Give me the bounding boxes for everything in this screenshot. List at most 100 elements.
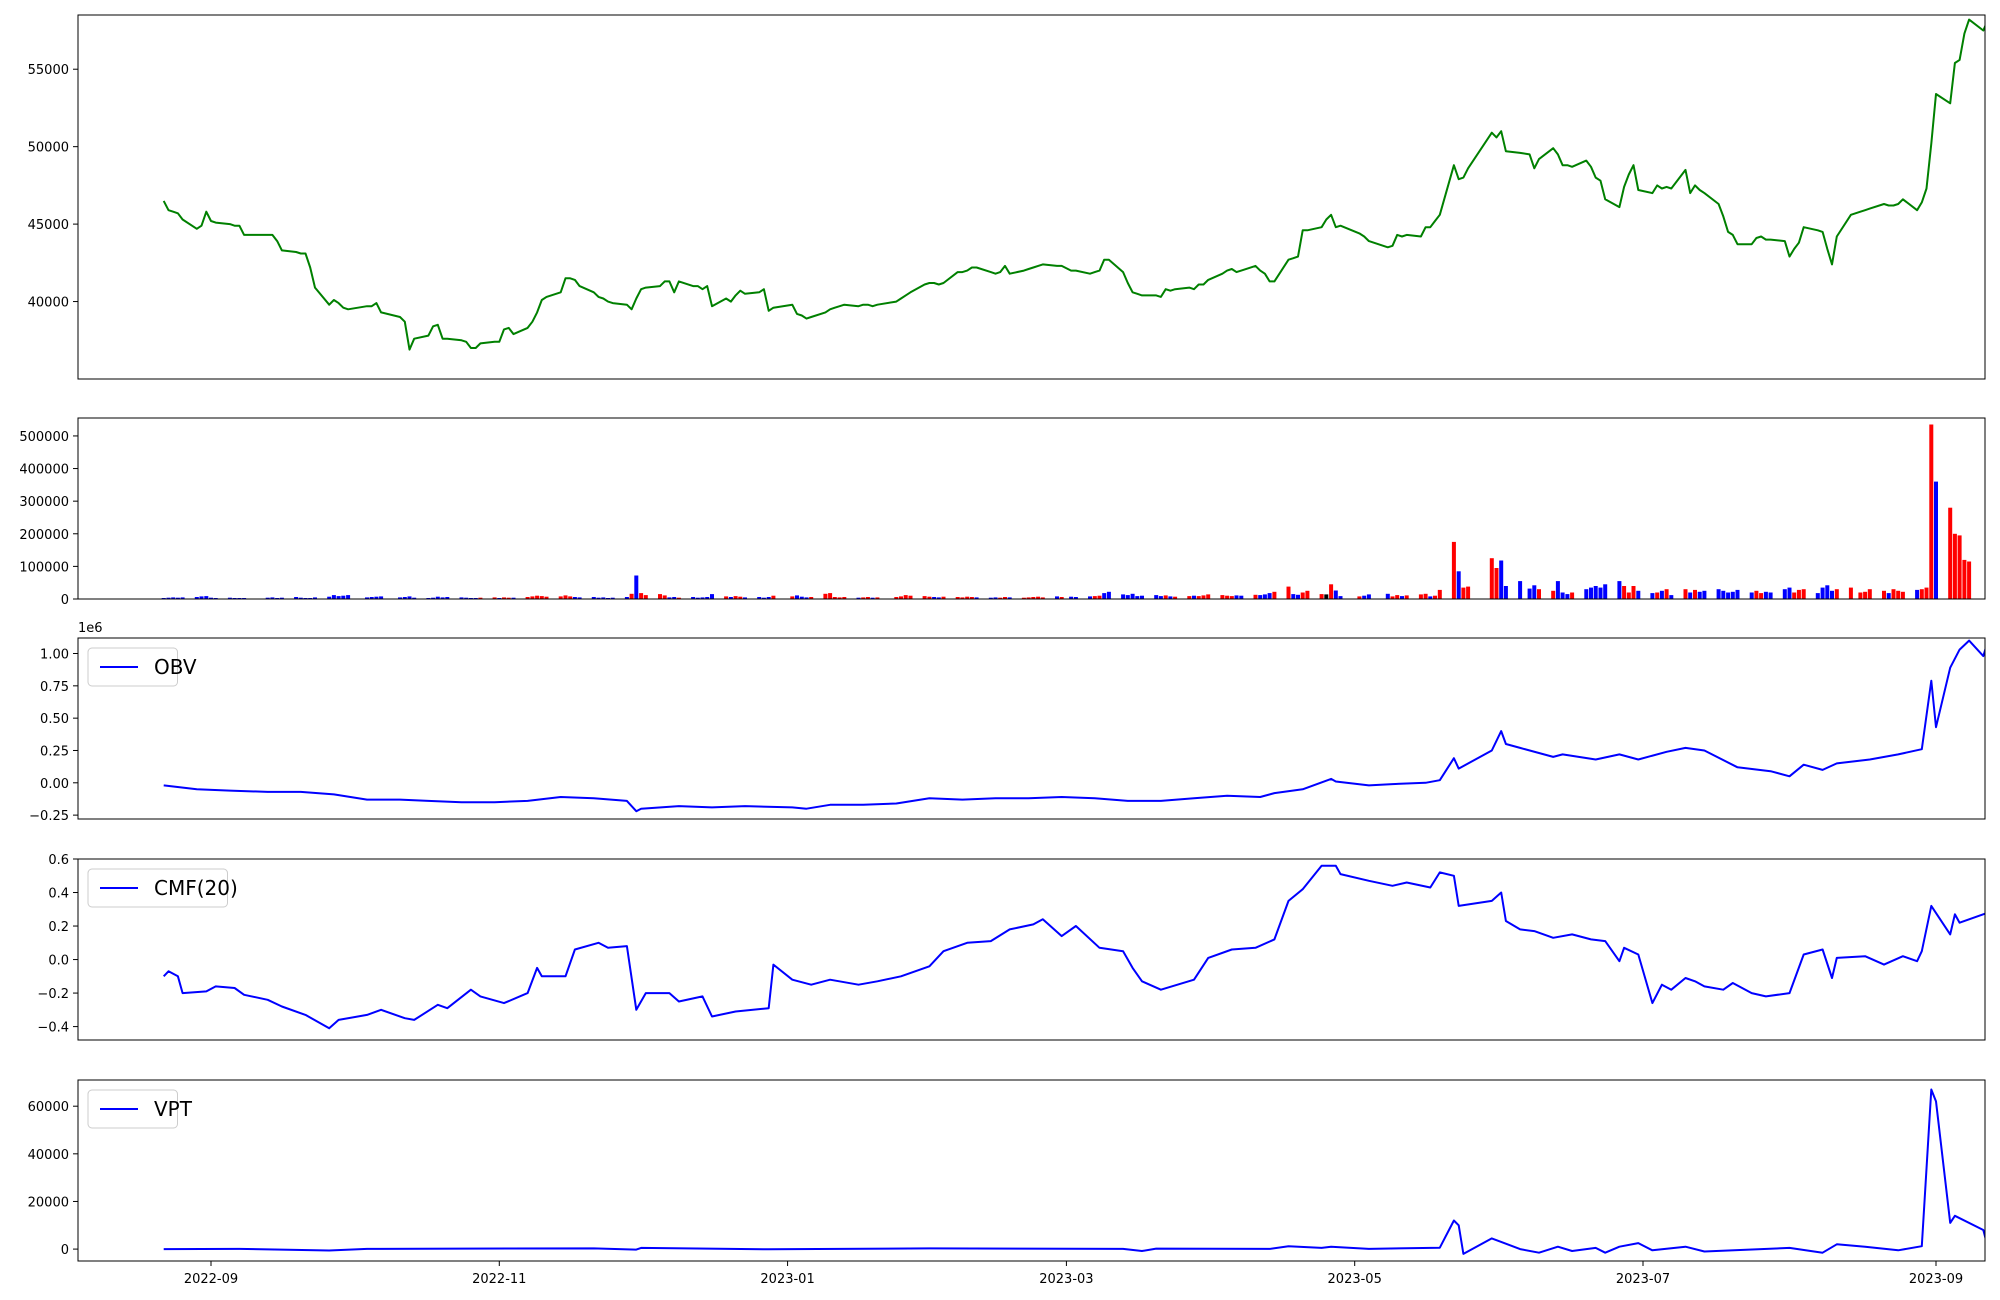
volume-bar [1163,595,1168,599]
vpt-x-tick-label: 2023-09 [1909,1272,1963,1287]
volume-bar [1537,589,1541,599]
volume-bar [1919,589,1924,599]
volume-bar [1858,592,1863,599]
volume-y-tick-label: 0 [61,593,69,608]
vpt-x-tick-label: 2023-07 [1616,1272,1670,1287]
volume-bar [1135,596,1140,599]
volume-bar [1891,589,1896,599]
volume-bar [1735,589,1740,599]
volume-bar [1059,597,1064,599]
volume-bar [1102,593,1107,599]
volume-bar [1726,592,1731,599]
volume-bar [591,597,596,599]
obv-data [163,639,1985,813]
obv-panel: −0.25 0.00 0.25 0.50 0.75 1.00 1e6 OBV [29,621,1986,824]
volume-bar [1395,595,1400,599]
volume-bar [634,575,639,599]
volume-bar [1801,589,1806,599]
volume-bar [194,597,199,599]
cmf-y-tick-label: 0.4 [48,887,69,902]
volume-bar [369,597,374,599]
volume-bar [1225,595,1230,599]
volume-bar [733,596,738,599]
volume-bar [577,597,582,599]
volume-bar [374,596,379,599]
volume-bar [771,595,776,599]
volume-bar [761,597,766,599]
volume-bar [1073,597,1078,599]
volume-bar [1088,596,1092,599]
vpt-x-tick-label: 2023-05 [1328,1272,1382,1287]
vpt-data [163,1088,1985,1255]
volume-bar [795,595,799,599]
volume-bar [610,597,615,599]
volume-bar [903,595,908,599]
volume-bar [757,597,762,599]
price-data [162,18,1985,351]
volume-y-tick-label: 500000 [19,430,69,445]
volume-bar [1007,597,1012,599]
volume-bar [175,597,180,599]
volume-bar [1693,589,1697,599]
volume-bar [1763,591,1768,599]
volume-bar [1626,592,1631,599]
volume-bar [823,593,828,599]
volume-bar [1187,596,1192,599]
volume-bar [1683,589,1688,599]
volume-bar [502,597,506,599]
volume-bar [837,597,842,599]
volume-bar [1234,595,1239,599]
volume-bar [643,595,648,599]
volume-bar [922,596,927,599]
volume-bar [974,597,979,599]
volume-bar [965,596,970,599]
volume-bar [629,593,634,599]
vpt-x-tick-label: 2022-09 [184,1272,238,1287]
volume-bar [842,597,847,599]
volume-bar [1749,592,1754,599]
volume-bar [1324,594,1329,599]
volume-bar [1338,596,1343,599]
volume-bar [464,597,469,599]
cmf-panel: −0.4 −0.2 0.0 0.2 0.4 0.6 CMF(20) [37,853,1986,1041]
volume-bar [832,597,837,599]
volume-bar [875,597,880,599]
volume-bar [969,597,974,599]
volume-bar [1003,597,1007,599]
volume-y-tick-label: 300000 [19,495,69,510]
volume-bar [861,597,866,599]
volume-bar [1456,571,1461,599]
volume-bar [1040,597,1045,599]
obv-y-tick-label: 1.00 [40,648,69,663]
volume-bar [1385,593,1390,599]
volume-bar [412,597,417,599]
cmf-y-tick-label: 0.6 [48,853,69,868]
volume-panel: 0 100000 200000 300000 400000 500000 [19,417,1986,608]
volume-bar [1192,595,1196,599]
volume-bar [1262,594,1267,599]
volume-bar [1551,590,1556,599]
cmf-data [162,864,1985,1030]
volume-bar [1565,594,1570,599]
volume-bar [270,597,275,599]
volume-bar [728,597,733,599]
volume-bar [346,595,351,599]
volume-bar [1092,596,1097,599]
volume-bar [1503,586,1508,599]
volume-bar [691,597,696,599]
volume-bar [1830,590,1834,599]
volume-bar [1768,592,1773,599]
volume-bar [1622,586,1627,599]
volume-bar [1702,590,1707,599]
price-axes-frame [77,14,1986,380]
volume-bar [1934,481,1938,599]
cmf-axes-frame [77,858,1986,1041]
volume-bar [672,597,677,599]
volume-bar [1196,596,1201,599]
volume-bar [209,597,213,599]
volume-bar [1584,589,1589,599]
volume-bar [1206,594,1211,599]
volume-bar [1272,591,1277,599]
